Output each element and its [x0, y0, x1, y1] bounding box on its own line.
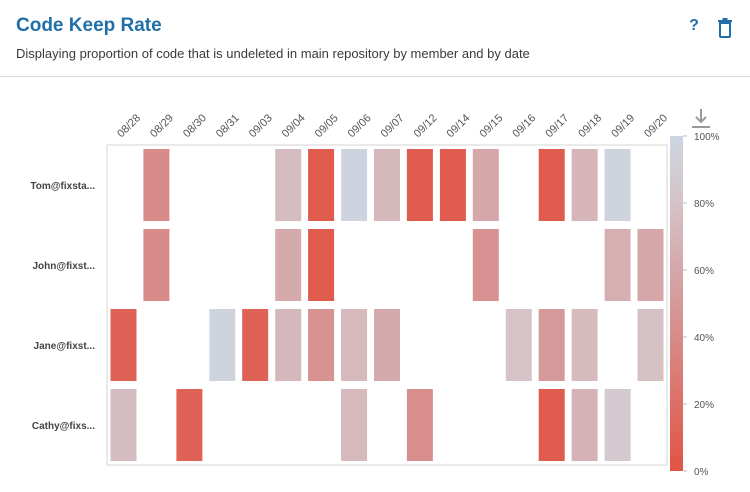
heatmap-cell[interactable]: [439, 149, 466, 221]
heatmap-cell[interactable]: [176, 389, 203, 461]
x-tick-label: 08/30: [181, 112, 209, 140]
trash-icon[interactable]: [716, 18, 734, 38]
legend-tick-label: 40%: [694, 333, 714, 344]
x-tick-label: 09/19: [609, 112, 637, 140]
x-tick-label: 09/03: [247, 112, 275, 140]
heatmap-cell[interactable]: [604, 389, 631, 461]
heatmap-cell[interactable]: [275, 149, 302, 221]
row-label: Cathy@fixs...: [32, 421, 95, 432]
x-tick-label: 09/18: [576, 112, 604, 140]
heatmap-cell[interactable]: [275, 229, 302, 301]
x-tick-label: 09/12: [412, 112, 440, 140]
question-mark-icon[interactable]: ?: [689, 17, 699, 34]
x-tick-label: 09/14: [445, 112, 473, 140]
legend-tick-label: 20%: [694, 400, 714, 411]
x-tick-label: 09/17: [543, 112, 571, 140]
page-subtitle: Displaying proportion of code that is un…: [16, 46, 530, 61]
heatmap-cell[interactable]: [571, 309, 598, 381]
row-label: John@fixst...: [32, 261, 95, 272]
heatmap-cell[interactable]: [406, 389, 433, 461]
heatmap-cell[interactable]: [308, 229, 335, 301]
heatmap-cell[interactable]: [538, 309, 565, 381]
x-tick-label: 09/20: [642, 112, 670, 140]
heatmap-cell[interactable]: [209, 309, 236, 381]
x-tick-label: 08/31: [214, 112, 242, 140]
x-tick-label: 08/28: [115, 112, 143, 140]
heatmap-cell[interactable]: [143, 149, 170, 221]
heatmap-cell[interactable]: [604, 149, 631, 221]
heatmap-cell[interactable]: [637, 309, 664, 381]
heatmap-cell[interactable]: [242, 309, 269, 381]
heatmap-cell[interactable]: [538, 149, 565, 221]
heatmap-cell[interactable]: [374, 149, 400, 221]
row-label: Tom@fixsta...: [30, 181, 95, 192]
x-tick-label: 09/06: [346, 112, 374, 140]
heatmap-cell[interactable]: [472, 229, 499, 301]
heatmap-cell[interactable]: [143, 229, 170, 301]
heatmap-cell[interactable]: [472, 149, 499, 221]
heatmap-cell[interactable]: [110, 309, 137, 381]
legend-tick-label: 100%: [694, 132, 720, 143]
heatmap-cell[interactable]: [341, 389, 368, 461]
heatmap-cell[interactable]: [505, 309, 532, 381]
download-icon[interactable]: [690, 108, 712, 130]
x-tick-label: 09/15: [477, 112, 505, 140]
page-title: Code Keep Rate: [16, 15, 162, 36]
heatmap-cell[interactable]: [571, 149, 598, 221]
heatmap-cell[interactable]: [308, 309, 335, 381]
heatmap-chart: 08/28 08/29 08/30 08/31 09/03 09/04 09/05 09/06…: [30, 112, 720, 478]
row-label: Jane@fixst...: [34, 341, 96, 352]
x-tick-label: 09/04: [280, 112, 308, 140]
legend-tick-label: 60%: [694, 266, 714, 277]
heatmap-cell[interactable]: [308, 149, 335, 221]
legend-color-bar: [670, 136, 683, 471]
heatmap-cell[interactable]: [341, 309, 368, 381]
x-tick-label: 09/16: [510, 112, 538, 140]
legend-tick-label: 80%: [694, 199, 714, 210]
heatmap-cell[interactable]: [110, 389, 137, 461]
heatmap-cell[interactable]: [604, 229, 631, 301]
heatmap-cell[interactable]: [406, 149, 433, 221]
x-tick-label: 09/07: [379, 112, 407, 140]
heatmap-cell[interactable]: [571, 389, 598, 461]
heatmap-cell[interactable]: [538, 389, 565, 461]
legend-tick-label: 0%: [694, 467, 709, 478]
heatmap-cell[interactable]: [341, 149, 368, 221]
card-header: Code Keep Rate Displaying proportion of …: [0, 0, 750, 77]
heatmap-cell[interactable]: [637, 229, 664, 301]
x-tick-label: 08/29: [148, 112, 176, 140]
x-tick-label: 09/05: [313, 112, 341, 140]
heatmap-cell[interactable]: [374, 309, 400, 381]
heatmap-cell[interactable]: [275, 309, 302, 381]
